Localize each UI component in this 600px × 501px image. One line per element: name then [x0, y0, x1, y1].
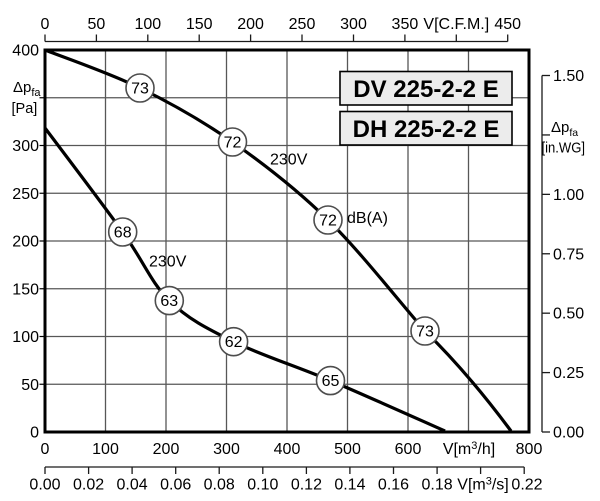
svg-text:300: 300: [213, 441, 240, 458]
svg-text:0.06: 0.06: [160, 477, 191, 494]
svg-text:72: 72: [319, 213, 337, 230]
svg-text:0.12: 0.12: [291, 477, 322, 494]
svg-text:0.25: 0.25: [553, 365, 584, 382]
svg-text:300: 300: [340, 16, 367, 33]
svg-text:0.04: 0.04: [117, 477, 148, 494]
svg-text:dB(A): dB(A): [347, 210, 388, 227]
svg-text:1.50: 1.50: [553, 68, 584, 85]
svg-text:450: 450: [494, 16, 521, 33]
svg-text:0.50: 0.50: [553, 306, 584, 323]
svg-text:72: 72: [224, 135, 242, 152]
svg-text:0.14: 0.14: [334, 477, 365, 494]
svg-text:1.00: 1.00: [553, 187, 584, 204]
svg-text:230V: 230V: [270, 152, 308, 169]
svg-text:68: 68: [114, 225, 132, 242]
svg-text:0.75: 0.75: [553, 246, 584, 263]
svg-text:100: 100: [134, 16, 161, 33]
svg-text:0: 0: [30, 425, 39, 442]
svg-text:200: 200: [12, 234, 39, 251]
svg-text:350: 350: [392, 16, 419, 33]
svg-text:V[m3/s]: V[m3/s]: [457, 476, 508, 494]
svg-text:[Pa]: [Pa]: [12, 101, 38, 117]
svg-text:100: 100: [92, 441, 119, 458]
svg-text:DH 225-2-2 E: DH 225-2-2 E: [353, 116, 500, 143]
svg-text:200: 200: [237, 16, 264, 33]
svg-text:0.08: 0.08: [204, 477, 235, 494]
svg-text:100: 100: [12, 329, 39, 346]
svg-text:150: 150: [186, 16, 213, 33]
svg-text:230V: 230V: [149, 254, 187, 271]
svg-text:63: 63: [160, 293, 178, 310]
svg-text:62: 62: [225, 334, 243, 351]
svg-text:V[m3/h]: V[m3/h]: [443, 440, 495, 458]
svg-text:0.16: 0.16: [378, 477, 409, 494]
svg-text:73: 73: [416, 324, 434, 341]
svg-text:250: 250: [289, 16, 316, 33]
svg-text:300: 300: [12, 138, 39, 155]
svg-text:50: 50: [88, 16, 106, 33]
svg-text:0: 0: [41, 16, 50, 33]
svg-text:V[C.F.M.]: V[C.F.M.]: [423, 16, 489, 33]
svg-text:[in.WG]: [in.WG]: [542, 140, 586, 157]
svg-text:400: 400: [274, 441, 301, 458]
svg-text:0.00: 0.00: [29, 477, 60, 494]
svg-text:150: 150: [12, 281, 39, 298]
svg-text:0: 0: [41, 441, 50, 458]
svg-text:200: 200: [153, 441, 180, 458]
svg-text:800: 800: [516, 441, 543, 458]
svg-text:600: 600: [395, 441, 422, 458]
svg-text:0.02: 0.02: [73, 477, 104, 494]
svg-text:250: 250: [12, 186, 39, 203]
svg-text:0.18: 0.18: [422, 477, 453, 494]
svg-text:65: 65: [322, 373, 340, 390]
svg-text:50: 50: [21, 377, 39, 394]
svg-text:0.00: 0.00: [553, 425, 584, 442]
svg-text:0.22: 0.22: [511, 477, 542, 494]
svg-text:73: 73: [131, 81, 149, 98]
svg-text:DV 225-2-2 E: DV 225-2-2 E: [353, 76, 498, 103]
svg-text:400: 400: [12, 43, 39, 60]
svg-text:0.10: 0.10: [247, 477, 278, 494]
svg-text:500: 500: [334, 441, 361, 458]
